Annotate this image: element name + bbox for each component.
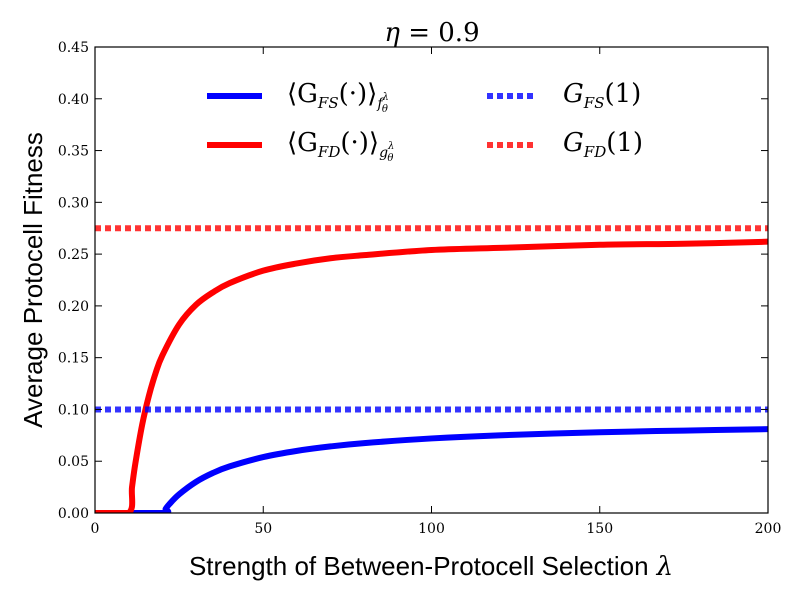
y-tick-label: 0.35: [58, 144, 89, 160]
y-tick-label: 0.20: [58, 299, 89, 315]
y-tick-label: 0.30: [58, 195, 89, 211]
legend-label-gfd-1: GFD(1): [563, 128, 643, 161]
y-tick-label: 0.40: [58, 92, 89, 108]
chart-title: η = 0.9: [384, 18, 479, 48]
legend-label-gfs-1: GFS(1): [563, 79, 641, 112]
series-line-gfs-avg: [95, 426, 768, 513]
y-tick-label: 0.15: [58, 351, 89, 367]
x-axis-label-text: Strength of Between-Protocell Selection: [189, 551, 649, 581]
series-line-gfd-avg: [95, 238, 768, 513]
series-layer: [95, 225, 768, 513]
y-tick-label: 0.00: [58, 506, 89, 522]
y-axis-label: Average Protocell Fitness: [18, 132, 48, 428]
title-equals: = 0.9: [400, 18, 480, 48]
plot-frame: [94, 46, 769, 514]
x-tick-label: 100: [418, 521, 445, 537]
x-tick-label: 0: [91, 521, 100, 537]
y-tick-label: 0.10: [58, 402, 89, 418]
y-tick-label: 0.05: [58, 454, 89, 470]
y-tick-label: 0.45: [58, 40, 89, 56]
title-symbol: η: [384, 18, 400, 48]
ticks-layer: 0 50 100 150 200 0.00 0.05 0.10 0.15 0.20 0.25 0.30…: [58, 40, 782, 537]
x-tick-label: 150: [586, 521, 613, 537]
y-tick-label: 0.25: [58, 247, 89, 263]
x-tick-label: 50: [254, 521, 272, 537]
legend-label-gfs-avg: ⟨GFS(·)⟩fλ θ: [287, 79, 389, 115]
x-tick-label: 200: [755, 521, 782, 537]
legend-label-gfd-avg: ⟨GFD(·)⟩gλ θ: [287, 128, 394, 164]
x-axis-label: Strength of Between-Protocell Selection λ: [189, 551, 673, 582]
x-axis-label-symbol: λ: [656, 552, 673, 582]
legend: ⟨GFS(·)⟩fλ θ ⟨GFD(·)⟩gλ θ GFS(1) GFD(1): [207, 79, 643, 164]
